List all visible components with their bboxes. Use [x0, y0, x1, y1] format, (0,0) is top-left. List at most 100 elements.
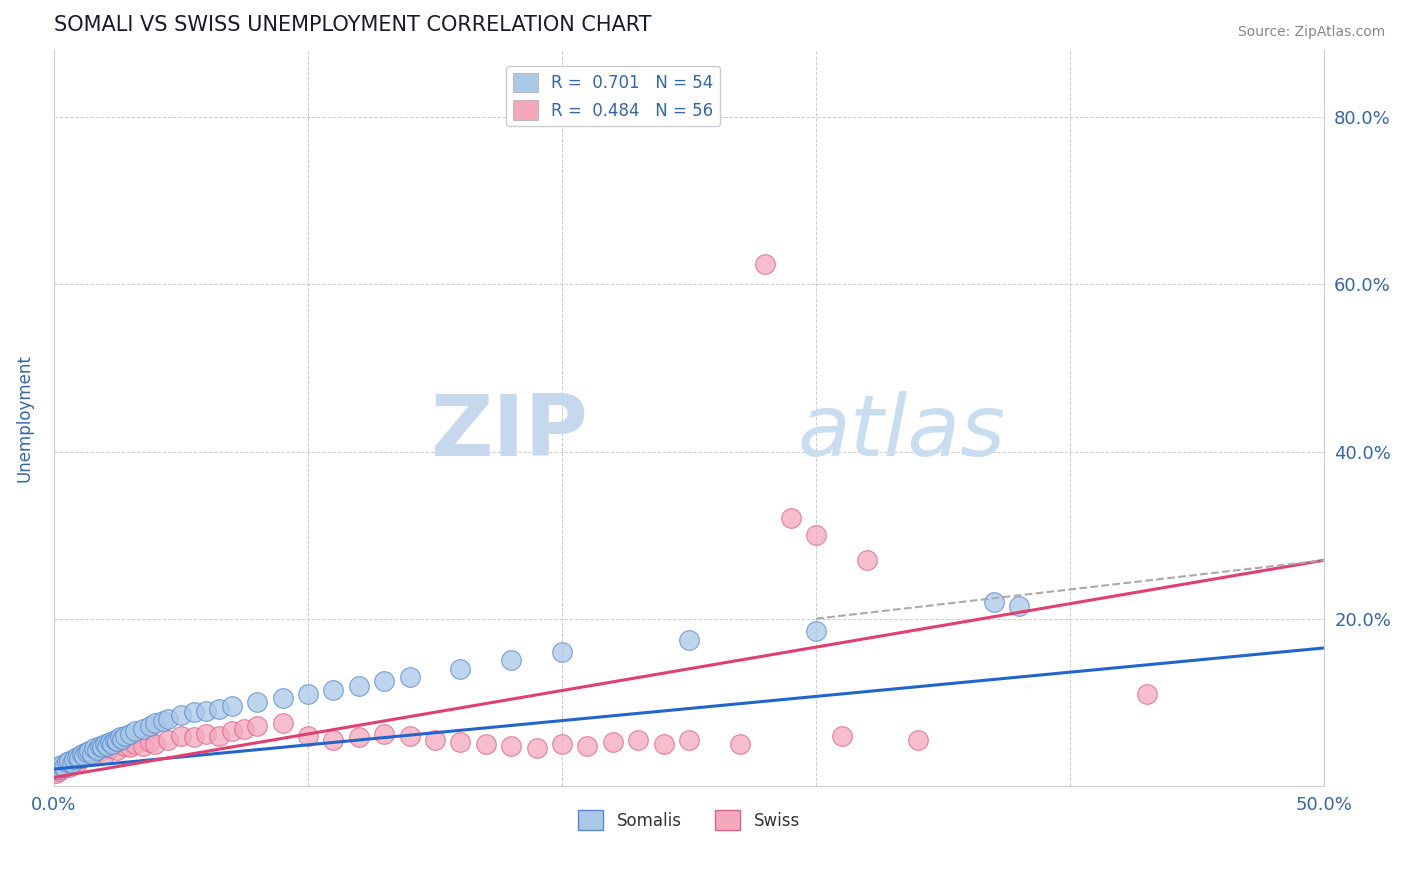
Point [183, 705, 205, 719]
Point [98, 741, 121, 756]
Point [105, 734, 128, 748]
Point [246, 718, 269, 732]
Point [157, 732, 180, 747]
Point [501, 739, 523, 753]
Point [79, 747, 101, 761]
Point [63, 752, 86, 766]
Point [89, 744, 111, 758]
Point [152, 714, 174, 728]
Point [501, 653, 523, 667]
Point [63, 754, 86, 768]
Point [83, 741, 105, 756]
Point [678, 732, 700, 747]
Point [120, 727, 142, 741]
Point [45, 762, 67, 776]
Text: Source: ZipAtlas.com: Source: ZipAtlas.com [1237, 25, 1385, 39]
Point [221, 724, 243, 739]
Point [271, 691, 294, 706]
Point [67, 751, 90, 765]
Point [73, 748, 96, 763]
Point [93, 737, 115, 751]
Point [53, 759, 76, 773]
Text: SOMALI VS SWISS UNEMPLOYMENT CORRELATION CHART: SOMALI VS SWISS UNEMPLOYMENT CORRELATION… [53, 15, 651, 35]
Point [551, 645, 574, 659]
Point [58, 759, 80, 773]
Point [145, 716, 167, 731]
Point [183, 731, 205, 745]
Point [79, 744, 101, 758]
Point [271, 716, 294, 731]
Point [96, 739, 118, 753]
Point [233, 722, 256, 736]
Point [55, 758, 77, 772]
Point [114, 729, 136, 743]
Point [221, 699, 243, 714]
Point [576, 739, 599, 753]
Point [322, 682, 344, 697]
Point [398, 670, 420, 684]
Point [157, 712, 180, 726]
Point [70, 747, 93, 761]
Point [246, 695, 269, 709]
Point [907, 732, 929, 747]
Point [89, 739, 111, 753]
Point [83, 745, 105, 759]
Point [120, 740, 142, 755]
Point [60, 756, 83, 770]
Point [804, 528, 827, 542]
Point [423, 732, 446, 747]
Text: atlas: atlas [797, 392, 1005, 475]
Point [652, 737, 675, 751]
Point [111, 731, 134, 746]
Point [124, 724, 146, 739]
Point [114, 739, 136, 753]
Point [475, 737, 498, 751]
Point [139, 735, 162, 749]
Point [449, 662, 471, 676]
Point [93, 747, 115, 761]
Point [91, 740, 114, 755]
Point [170, 707, 193, 722]
Y-axis label: Unemployment: Unemployment [15, 354, 32, 482]
Point [779, 511, 801, 525]
Point [1135, 687, 1157, 701]
Point [983, 595, 1005, 609]
Point [678, 632, 700, 647]
Point [804, 624, 827, 639]
Point [48, 760, 70, 774]
Point [80, 747, 103, 761]
Point [145, 737, 167, 751]
Point [208, 729, 231, 743]
Point [195, 704, 218, 718]
Point [108, 731, 131, 745]
Point [551, 737, 574, 751]
Point [124, 737, 146, 751]
Point [73, 749, 96, 764]
Point [373, 727, 395, 741]
Point [51, 758, 73, 772]
Point [139, 718, 162, 732]
Point [98, 735, 121, 749]
Point [449, 735, 471, 749]
Point [76, 745, 98, 759]
Point [297, 729, 319, 743]
Point [51, 762, 73, 776]
Legend: Somalis, Swiss: Somalis, Swiss [572, 804, 807, 837]
Point [45, 766, 67, 780]
Point [55, 756, 77, 770]
Point [754, 256, 776, 270]
Point [602, 735, 624, 749]
Point [728, 737, 751, 751]
Point [1008, 599, 1031, 614]
Point [526, 741, 548, 756]
Point [86, 743, 108, 757]
Point [398, 729, 420, 743]
Point [831, 729, 853, 743]
Point [66, 756, 89, 771]
Point [347, 731, 370, 745]
Point [48, 764, 70, 778]
Point [66, 749, 89, 764]
Point [856, 553, 879, 567]
Point [297, 687, 319, 701]
Point [60, 756, 83, 771]
